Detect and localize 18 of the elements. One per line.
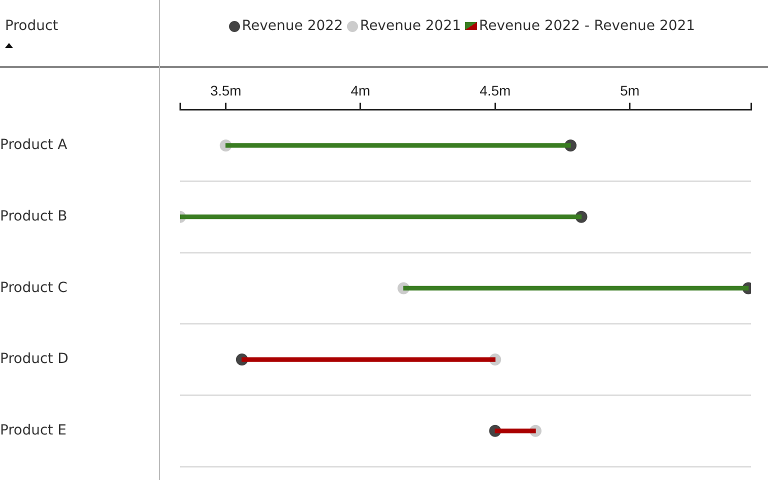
y-tick-label: Product E [0, 422, 66, 439]
bar [180, 214, 582, 220]
y-tick-label: Product B [0, 208, 68, 224]
y-tick-label: Product C [0, 280, 68, 296]
y-tick-label: Product D [0, 351, 68, 368]
x-tick-label: 5m [620, 82, 640, 98]
x-tick-label: 4m [350, 82, 370, 98]
x-tick-label: 4.5m [480, 82, 511, 98]
bar [403, 286, 749, 291]
legend-label: Revenue 2021 [360, 18, 462, 34]
bar [225, 143, 571, 148]
y-tick-label: Product A [0, 137, 68, 154]
bar [494, 428, 536, 434]
legend-label: Revenue 2022 [242, 18, 343, 34]
legend-label: Revenue 2022 - Revenue 2021 [479, 18, 696, 34]
x-tick-label: 3.5m [210, 82, 242, 98]
bar [242, 357, 496, 362]
y-axis-title: Product [5, 18, 58, 34]
